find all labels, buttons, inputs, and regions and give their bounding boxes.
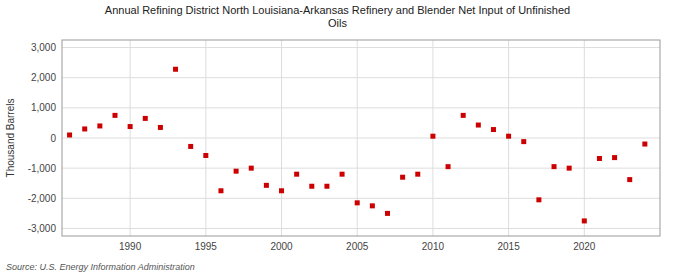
x-grid-line bbox=[205, 40, 206, 236]
y-tick-label: 2,000 bbox=[31, 72, 56, 83]
title-line: Annual Refining District North Louisiana… bbox=[105, 4, 570, 16]
x-tick-label: 1995 bbox=[195, 241, 218, 252]
y-grid-line bbox=[62, 198, 660, 199]
point bbox=[309, 184, 314, 189]
source: Source: U.S. Energy Information Administ… bbox=[6, 262, 195, 272]
point bbox=[567, 166, 572, 171]
point bbox=[385, 211, 390, 216]
plot-frame bbox=[62, 40, 660, 236]
point bbox=[173, 67, 178, 72]
point bbox=[476, 123, 481, 128]
point bbox=[234, 169, 239, 174]
point bbox=[218, 188, 223, 193]
x-grid-line bbox=[130, 40, 131, 236]
x-grid-line bbox=[357, 40, 358, 236]
point bbox=[506, 134, 511, 139]
y-tick-label: 3,000 bbox=[31, 42, 56, 53]
x-tick-label: 2005 bbox=[346, 241, 369, 252]
y-grid-line bbox=[62, 77, 660, 78]
x-tick-label: 2020 bbox=[573, 241, 596, 252]
point bbox=[340, 172, 345, 177]
y-tick-label: -1,000 bbox=[28, 163, 57, 174]
point bbox=[294, 172, 299, 177]
point bbox=[430, 134, 435, 139]
point bbox=[188, 144, 193, 149]
y-tick-label: -3,000 bbox=[28, 223, 57, 234]
y-tick-label: 0 bbox=[50, 133, 56, 144]
y-tick-label: 1,000 bbox=[31, 102, 56, 113]
point bbox=[143, 116, 148, 121]
points bbox=[67, 67, 647, 224]
point bbox=[642, 142, 647, 147]
point bbox=[97, 123, 102, 128]
y-tick-label: -2,000 bbox=[28, 193, 57, 204]
x-grid-line bbox=[281, 40, 282, 236]
point bbox=[446, 164, 451, 169]
point bbox=[112, 113, 117, 118]
x-tick-label: 1990 bbox=[119, 241, 142, 252]
point bbox=[370, 203, 375, 208]
point bbox=[627, 177, 632, 182]
x-tick-label: 2015 bbox=[497, 241, 520, 252]
point bbox=[203, 153, 208, 158]
y-grid-line bbox=[62, 138, 660, 139]
point bbox=[264, 183, 269, 188]
y-grid-line bbox=[62, 107, 660, 108]
chart: Annual Refining District North Louisiana… bbox=[0, 0, 675, 275]
x-tick-label: 2000 bbox=[270, 241, 293, 252]
grid bbox=[62, 40, 660, 236]
y-axis-label: Thousand Barrels bbox=[5, 99, 16, 178]
point bbox=[536, 197, 541, 202]
title: Annual Refining District North Louisiana… bbox=[105, 4, 570, 29]
point bbox=[491, 127, 496, 132]
point bbox=[279, 188, 284, 193]
point bbox=[612, 155, 617, 160]
y-grid-line bbox=[62, 228, 660, 229]
background bbox=[0, 0, 675, 275]
point bbox=[324, 184, 329, 189]
point bbox=[415, 172, 420, 177]
x-tick-label: 2010 bbox=[422, 241, 445, 252]
y-grid-line bbox=[62, 47, 660, 48]
x-grid-line bbox=[584, 40, 585, 236]
point bbox=[461, 113, 466, 118]
point bbox=[82, 126, 87, 131]
point bbox=[400, 175, 405, 180]
title-line: Oils bbox=[328, 17, 347, 29]
point bbox=[128, 124, 133, 129]
point bbox=[552, 164, 557, 169]
point bbox=[355, 200, 360, 205]
point bbox=[597, 156, 602, 161]
point bbox=[582, 218, 587, 223]
point bbox=[67, 132, 72, 137]
point bbox=[158, 125, 163, 130]
point bbox=[249, 166, 254, 171]
point bbox=[521, 139, 526, 144]
